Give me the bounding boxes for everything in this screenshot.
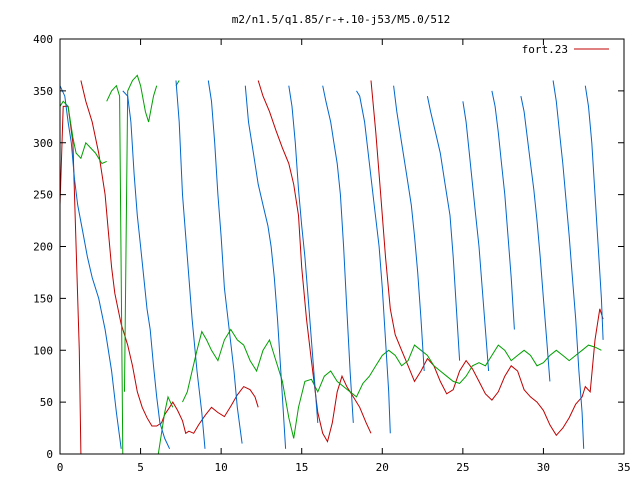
series-blue-line-12: [520, 95, 551, 382]
series-blue-line-5: [288, 85, 319, 423]
x-tick-label-3: 15: [295, 461, 308, 474]
legend: fort.23: [522, 43, 609, 56]
series-blue-line-6: [322, 85, 354, 423]
series-green-line-2: [124, 74, 158, 392]
y-tick-label-4: 200: [33, 241, 53, 254]
series-blue-line-3: [207, 80, 243, 444]
y-tick-label-6: 300: [33, 137, 53, 150]
y-tick-label-0: 0: [46, 448, 53, 461]
y-tick-label-7: 350: [33, 85, 53, 98]
series-blue-line-13: [552, 80, 585, 449]
x-tick-label-6: 30: [537, 461, 550, 474]
series-blue-line-11: [491, 90, 515, 330]
x-tick-label-4: 20: [376, 461, 389, 474]
series-blue-line-9: [426, 95, 461, 361]
series-blue-line-1: [122, 90, 171, 450]
series-blue: [59, 80, 604, 450]
series-green-line-0: [59, 100, 107, 165]
y-tick-label-8: 400: [33, 33, 53, 46]
series-blue-line-0: [59, 85, 122, 449]
x-tick-label-0: 0: [57, 461, 64, 474]
x-tick-label-7: 35: [617, 461, 630, 474]
series-blue-line-8: [393, 85, 425, 372]
series-layer: [59, 74, 604, 455]
y-tick-label-3: 150: [33, 292, 53, 305]
series-red: [59, 80, 604, 455]
legend-label-fort-23: fort.23: [522, 43, 568, 56]
series-green-line-5: [182, 328, 602, 439]
y-tick-label-5: 250: [33, 189, 53, 202]
chart-title: m2/n1.5/q1.85/r-+.10-j53/M5.0/512: [232, 13, 451, 26]
y-tick-label-1: 50: [40, 396, 53, 409]
series-red-line-1: [80, 80, 259, 435]
series-green: [59, 74, 602, 455]
x-tick-label-2: 10: [215, 461, 228, 474]
series-blue-line-2: [175, 80, 206, 449]
series-green-line-3: [157, 395, 174, 455]
series-blue-line-7: [356, 90, 391, 434]
series-blue-line-10: [462, 101, 490, 372]
series-red-line-3: [370, 80, 604, 437]
series-blue-line-4: [244, 85, 287, 449]
x-tick-label-1: 5: [137, 461, 144, 474]
x-tick-label-5: 25: [456, 461, 469, 474]
series-blue-line-14: [584, 85, 604, 340]
series-red-line-0: [59, 105, 82, 455]
y-tick-label-2: 100: [33, 344, 53, 357]
series-green-line-1: [106, 84, 124, 455]
